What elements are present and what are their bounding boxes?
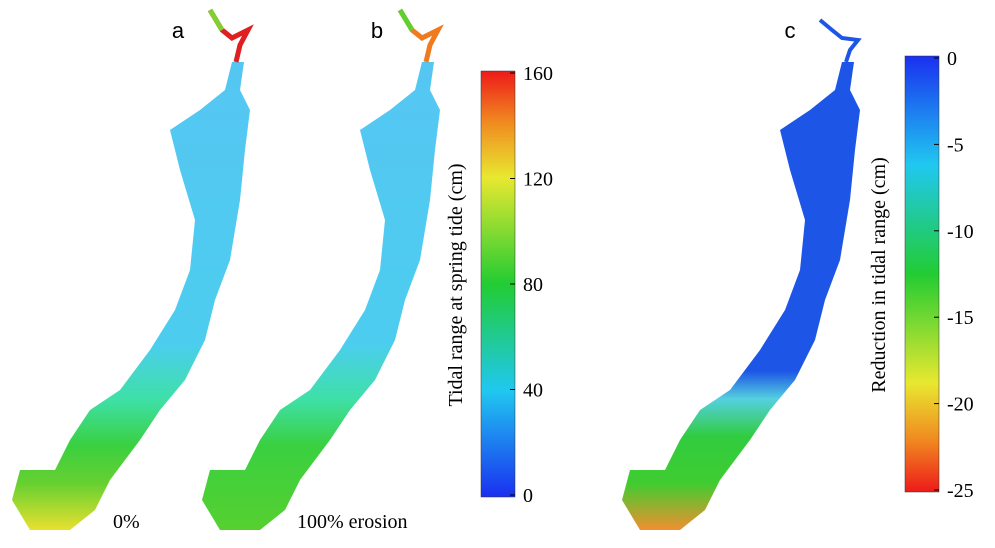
annotation: 0% bbox=[113, 511, 140, 533]
map-a bbox=[12, 10, 250, 530]
tick-label: 0 bbox=[947, 48, 957, 70]
tick-label: -5 bbox=[947, 134, 964, 156]
colorbar bbox=[481, 71, 515, 497]
figure: a b c 0% 100% erosion Tidal range at spr… bbox=[0, 0, 995, 548]
tick-label: -25 bbox=[947, 480, 974, 502]
panel-label: c bbox=[785, 18, 796, 43]
tick-label: -15 bbox=[947, 307, 974, 329]
tick-label: 0 bbox=[523, 485, 533, 507]
tick-label: 160 bbox=[523, 63, 553, 85]
map-c bbox=[622, 20, 860, 530]
tick-label: 120 bbox=[523, 169, 553, 191]
panel-label: a bbox=[172, 18, 185, 43]
tick-label: 80 bbox=[523, 274, 543, 296]
annotation: 100% erosion bbox=[297, 511, 408, 533]
colorbar bbox=[905, 56, 939, 492]
tick-label: -10 bbox=[947, 221, 974, 243]
colorbar-title: Reduction in tidal range (cm) bbox=[868, 157, 890, 392]
tick-label: -20 bbox=[947, 394, 974, 416]
colorbar-title: Tidal range at spring tide (cm) bbox=[445, 163, 467, 406]
tick-label: 40 bbox=[523, 380, 543, 402]
panel-label: b bbox=[371, 18, 383, 43]
